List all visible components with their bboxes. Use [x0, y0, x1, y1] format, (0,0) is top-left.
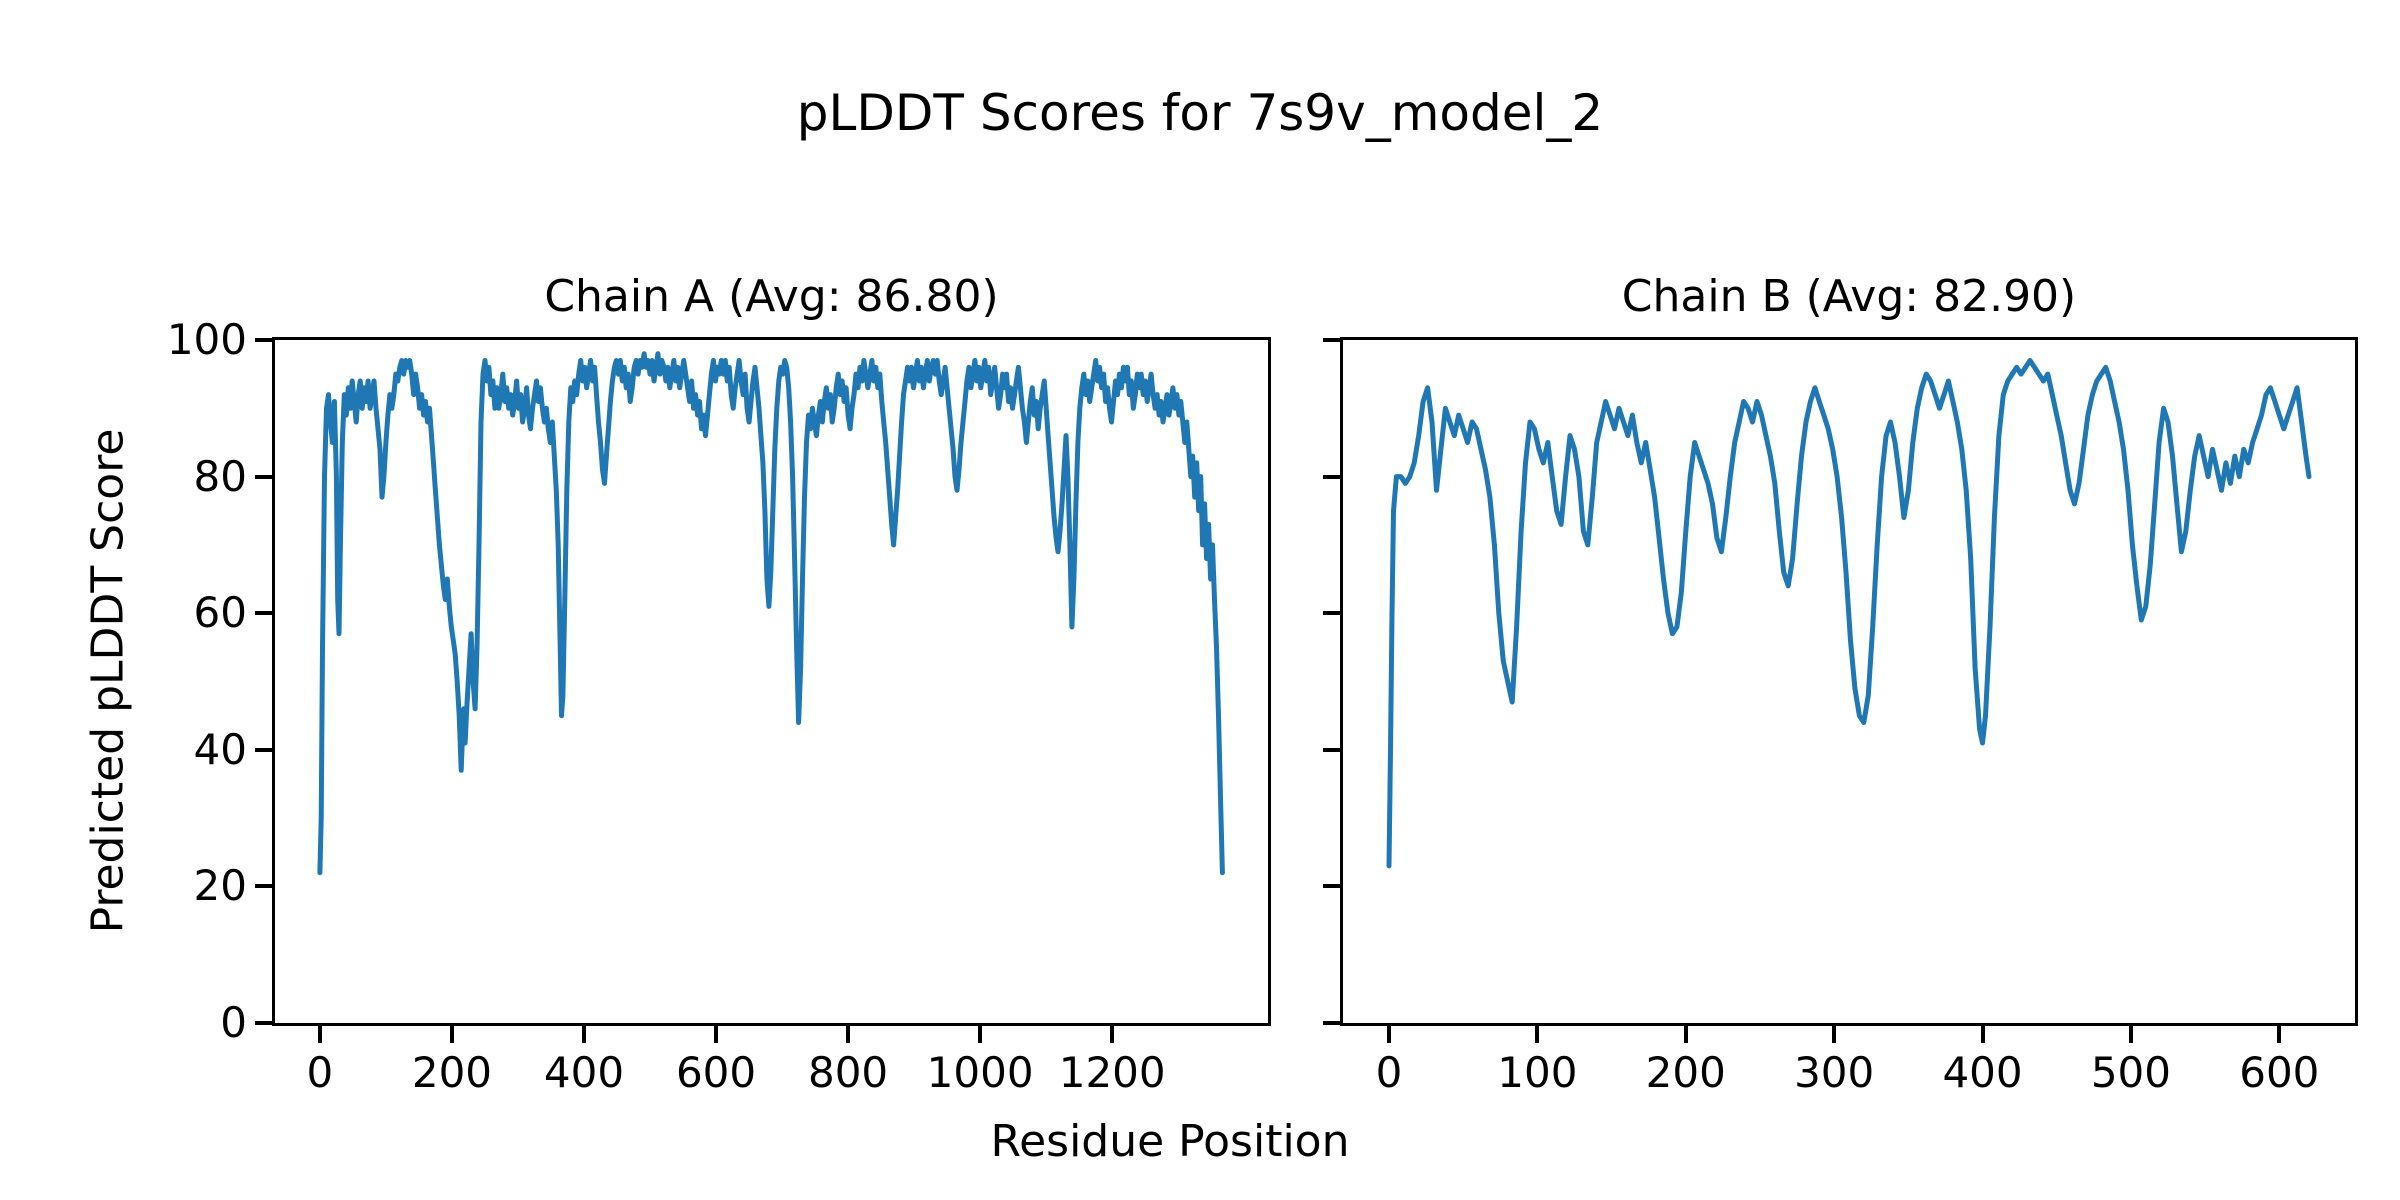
- y-axis-label: Predicted pLDDT Score: [82, 428, 134, 934]
- y-tick-label: 40: [193, 724, 247, 774]
- x-tick-label: 800: [807, 1048, 889, 1097]
- subplot-b-title: Chain B (Avg: 82.90): [1621, 271, 2077, 322]
- x-tick-mark: [1387, 1026, 1391, 1043]
- subplot-b-line-plot: [1386, 358, 2312, 869]
- y-tick-mark: [1323, 1021, 1340, 1025]
- y-tick-mark: [1323, 611, 1340, 616]
- x-tick-mark: [317, 1026, 322, 1043]
- plddt-line-chain-b: [1386, 358, 2312, 869]
- y-tick-mark: [1323, 338, 1340, 342]
- y-tick-label: 100: [166, 314, 247, 364]
- figure-title: pLDDT Scores for 7s9v_model_2: [796, 84, 1604, 142]
- y-tick-mark: [1323, 474, 1340, 479]
- x-tick-label: 1000: [926, 1048, 1034, 1097]
- x-tick-label: 300: [1794, 1048, 1875, 1097]
- x-tick-mark: [1980, 1026, 1985, 1043]
- x-tick-label: 200: [1645, 1048, 1726, 1097]
- subplot-a-axes: 0 200 400 600 800 1000 1200 0 20 40 60 80 100: [167, 315, 1271, 1097]
- x-tick-label: 0: [306, 1048, 334, 1097]
- x-tick-label: 600: [2239, 1048, 2320, 1097]
- y-tick-label: 0: [220, 997, 247, 1047]
- x-tick-mark: [1832, 1026, 1837, 1043]
- x-tick-mark: [2128, 1026, 2133, 1043]
- y-tick-mark: [255, 747, 272, 752]
- x-axis-label: Residue Position: [990, 1116, 1350, 1167]
- y-tick-mark: [255, 611, 272, 616]
- x-tick-label: 1200: [1058, 1048, 1166, 1097]
- x-tick-mark: [978, 1026, 983, 1043]
- y-tick-label: 20: [193, 861, 247, 911]
- x-tick-label: 0: [1375, 1048, 1403, 1097]
- x-tick-mark: [2277, 1026, 2282, 1043]
- y-tick-mark: [255, 1021, 272, 1025]
- x-tick-mark: [1110, 1026, 1115, 1043]
- y-tick-mark: [1323, 747, 1340, 752]
- x-tick-mark: [1535, 1026, 1540, 1043]
- y-tick-mark: [255, 884, 272, 889]
- x-tick-label: 500: [2090, 1048, 2172, 1097]
- subplot-a-title: Chain A (Avg: 86.80): [544, 271, 999, 322]
- y-tick-mark: [255, 474, 272, 479]
- x-tick-mark: [846, 1026, 851, 1043]
- x-tick-mark: [714, 1026, 719, 1043]
- x-tick-mark: [1683, 1026, 1688, 1043]
- y-tick-label: 60: [193, 588, 247, 638]
- y-tick-mark: [255, 338, 272, 342]
- subplot-b-axes: 0 100 200 300 400 500 600: [1323, 337, 2358, 1097]
- y-tick-mark: [1323, 884, 1340, 889]
- plddt-line-chain-a: [317, 351, 1225, 876]
- x-tick-label: 100: [1497, 1048, 1578, 1097]
- x-tick-mark: [581, 1026, 586, 1043]
- x-tick-label: 400: [543, 1048, 625, 1097]
- x-tick-mark: [449, 1026, 454, 1043]
- x-tick-label: 600: [675, 1048, 757, 1097]
- y-tick-label: 80: [193, 451, 247, 501]
- subplot-a-line-plot: [317, 351, 1225, 876]
- x-tick-label: 400: [1942, 1048, 2023, 1097]
- x-tick-label: 200: [411, 1048, 493, 1097]
